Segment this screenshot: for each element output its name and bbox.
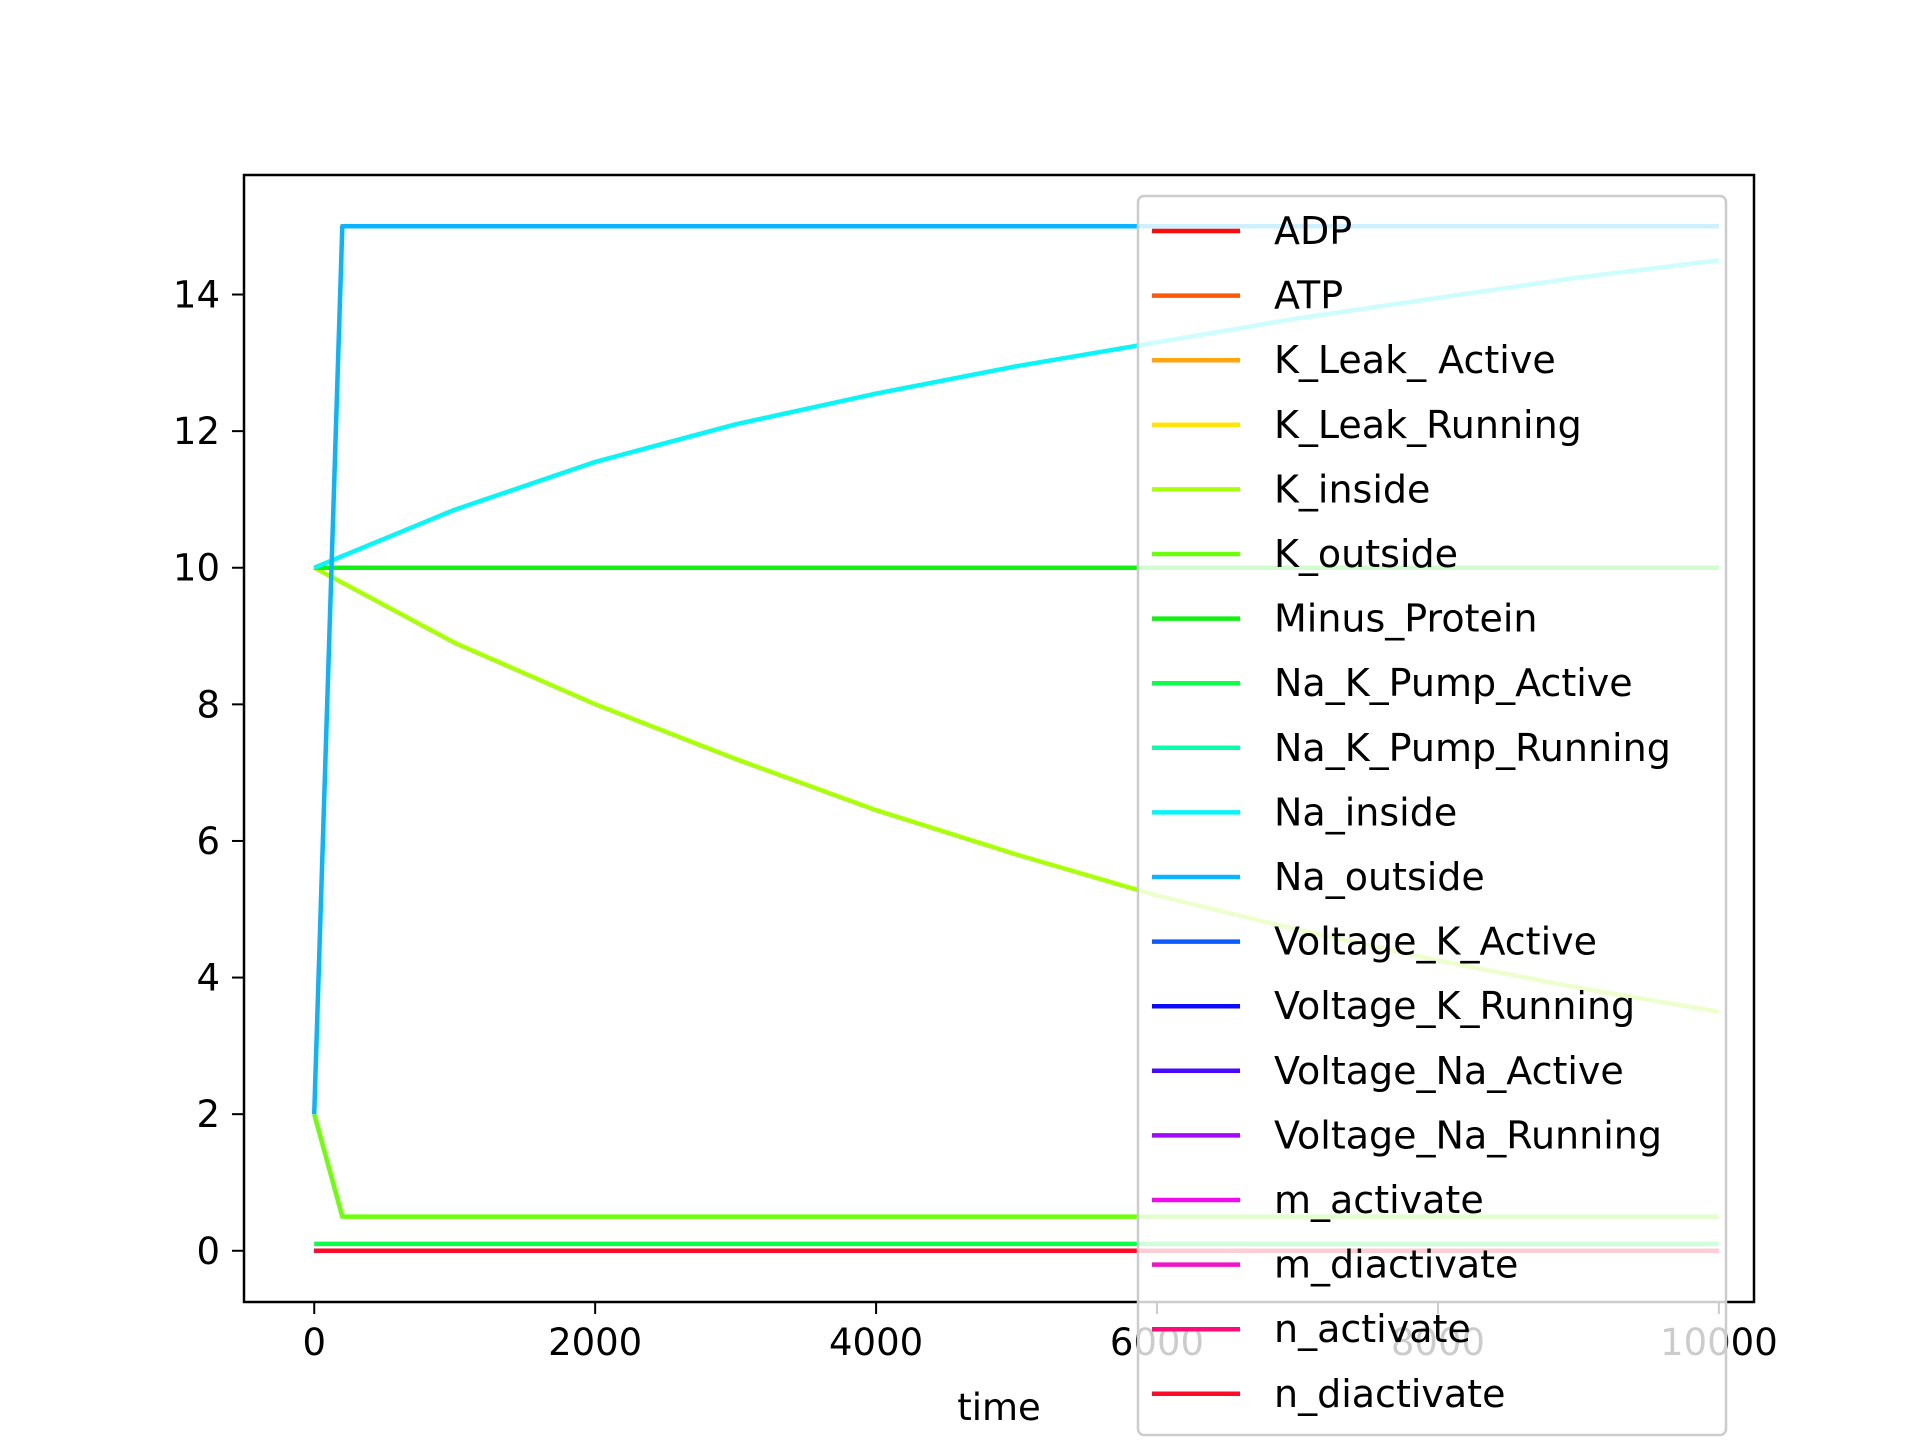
legend-label: K_Leak_Running <box>1274 403 1582 447</box>
y-tick-label: 14 <box>173 274 220 317</box>
legend-box <box>1136 194 1728 1437</box>
legend: ADP ATP K_Leak_ Active K_Leak_Running K_insi… <box>1136 194 1728 1437</box>
y-tick-label: 10 <box>173 547 220 590</box>
legend-label: ATP <box>1274 274 1343 318</box>
x-tick-label: 0 <box>302 1321 326 1364</box>
y-tick-label: 12 <box>173 410 220 453</box>
axes-layer <box>242 173 1756 1304</box>
legend-label: ADP <box>1274 209 1352 253</box>
y-tick-label: 4 <box>196 957 220 1000</box>
legend-label: Na_outside <box>1274 855 1485 899</box>
legend-label: Voltage_Na_Running <box>1274 1113 1662 1157</box>
legend-label: K_Leak_ Active <box>1274 338 1556 382</box>
y-tick-label: 2 <box>196 1093 220 1136</box>
legend-label: Na_inside <box>1274 790 1457 834</box>
legend-label: n_diactivate <box>1274 1372 1505 1416</box>
x-tick-label: 4000 <box>829 1321 923 1364</box>
legend-label: Na_K_Pump_Running <box>1274 726 1671 770</box>
legend-label: K_inside <box>1274 467 1430 511</box>
legend-label: Na_K_Pump_Active <box>1274 661 1633 705</box>
y-tick-label: 8 <box>196 683 220 726</box>
legend-label: Voltage_Na_Active <box>1274 1049 1624 1093</box>
y-tick-label: 6 <box>196 820 220 863</box>
legend-label: K_outside <box>1274 532 1458 576</box>
legend-label: Minus_Protein <box>1274 597 1538 641</box>
legend-label: Voltage_K_Running <box>1274 984 1635 1028</box>
legend-label: m_activate <box>1274 1178 1484 1222</box>
legend-label: m_diactivate <box>1274 1243 1518 1287</box>
axes-frame <box>242 173 1756 1304</box>
legend-label: Voltage_K_Active <box>1274 920 1597 964</box>
x-axis-label: time <box>957 1386 1041 1429</box>
y-tick-label: 0 <box>196 1230 220 1273</box>
legend-label: n_activate <box>1274 1307 1471 1351</box>
x-tick-label: 2000 <box>548 1321 642 1364</box>
